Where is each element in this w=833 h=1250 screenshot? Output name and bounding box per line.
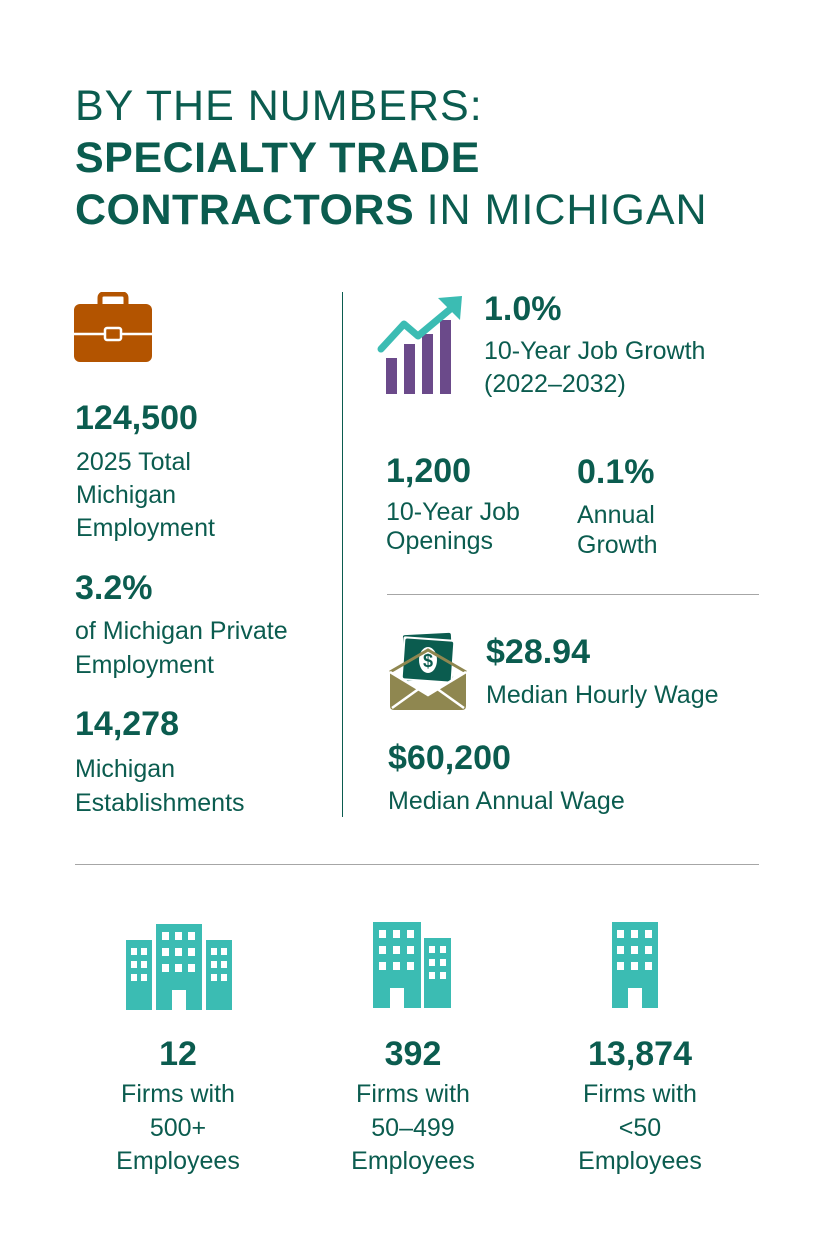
label-line: 10-Year Job: [386, 498, 520, 526]
page-title: BY THE NUMBERS: SPECIALTY TRADE CONTRACT…: [75, 80, 775, 236]
firms-50-499: 392 Firms with 50–499 Employees: [323, 1034, 503, 1179]
job-openings-value: 1,200: [386, 452, 472, 490]
section-divider: [75, 864, 759, 865]
annual-wage-value: $60,200: [388, 739, 511, 777]
firms-under-50-label: Firms with <50 Employees: [550, 1078, 730, 1179]
firms-500-plus-value: 12: [159, 1035, 197, 1073]
firms-50-499-value: 392: [384, 1035, 442, 1073]
medium-buildings-icon: [373, 922, 451, 1008]
firms-under-50-value: 13,874: [588, 1035, 692, 1073]
label-line: Openings: [386, 527, 494, 555]
label-line: Employment: [76, 514, 215, 542]
title-line-3: CONTRACTORS IN MICHIGAN: [75, 184, 775, 236]
growth-chart-icon: [377, 296, 462, 394]
small-building-icon: [612, 922, 658, 1008]
label-line: 10-Year Job Growth: [484, 337, 706, 365]
title-line-3-bold: CONTRACTORS: [75, 186, 415, 234]
hourly-wage-label: Median Hourly Wage: [486, 681, 719, 709]
label-line: of Michigan Private: [75, 617, 288, 645]
total-employment-label: 2025 Total Michigan Employment: [76, 446, 215, 545]
job-growth-value: 1.0%: [484, 290, 562, 328]
annual-growth-label: Annual Growth: [577, 500, 658, 560]
annual-growth-value: 0.1%: [577, 453, 655, 491]
label-line: (2022–2032): [484, 370, 626, 398]
label-line: 50–499: [371, 1113, 455, 1142]
label-line: Growth: [577, 531, 658, 559]
label-line: Michigan: [75, 755, 176, 783]
title-line-3-rest: IN MICHIGAN: [426, 186, 708, 234]
establishments-label: Michigan Establishments: [75, 752, 245, 820]
job-openings-label: 10-Year Job Openings: [386, 498, 520, 556]
horizontal-divider: [387, 594, 759, 595]
annual-wage-label: Median Annual Wage: [388, 787, 625, 815]
firms-500-plus: 12 Firms with 500+ Employees: [88, 1034, 268, 1179]
firms-under-50: 13,874 Firms with <50 Employees: [550, 1034, 730, 1179]
label-line: Annual: [577, 501, 655, 529]
money-envelope-icon: $: [389, 632, 467, 710]
label-line: 500+: [149, 1113, 207, 1142]
vertical-divider: [342, 292, 343, 817]
large-buildings-icon: [126, 924, 232, 1010]
svg-text:$: $: [423, 651, 433, 671]
total-employment-value: 124,500: [75, 399, 198, 437]
label-line: Michigan: [76, 481, 177, 509]
firms-500-plus-label: Firms with 500+ Employees: [88, 1078, 268, 1179]
private-employment-share-label: of Michigan Private Employment: [75, 614, 288, 682]
label-line: Employment: [75, 651, 214, 679]
label-line: Firms with: [356, 1080, 470, 1108]
label-line: <50: [618, 1113, 662, 1142]
label-line: Firms with: [583, 1080, 697, 1108]
job-growth-label: 10-Year Job Growth (2022–2032): [484, 335, 705, 401]
label-line: Establishments: [75, 789, 245, 817]
label-line: Firms with: [121, 1080, 235, 1108]
title-line-1: BY THE NUMBERS:: [75, 82, 483, 130]
briefcase-icon: [74, 292, 152, 362]
private-employment-share-value: 3.2%: [75, 569, 153, 607]
firms-50-499-label: Firms with 50–499 Employees: [323, 1078, 503, 1179]
label-line: Employees: [351, 1147, 475, 1175]
title-line-2: SPECIALTY TRADE: [75, 134, 480, 182]
label-line: Employees: [578, 1147, 702, 1175]
label-line: Employees: [116, 1147, 240, 1175]
establishments-value: 14,278: [75, 705, 179, 743]
hourly-wage-value: $28.94: [486, 633, 590, 671]
label-line: 2025 Total: [76, 448, 191, 476]
